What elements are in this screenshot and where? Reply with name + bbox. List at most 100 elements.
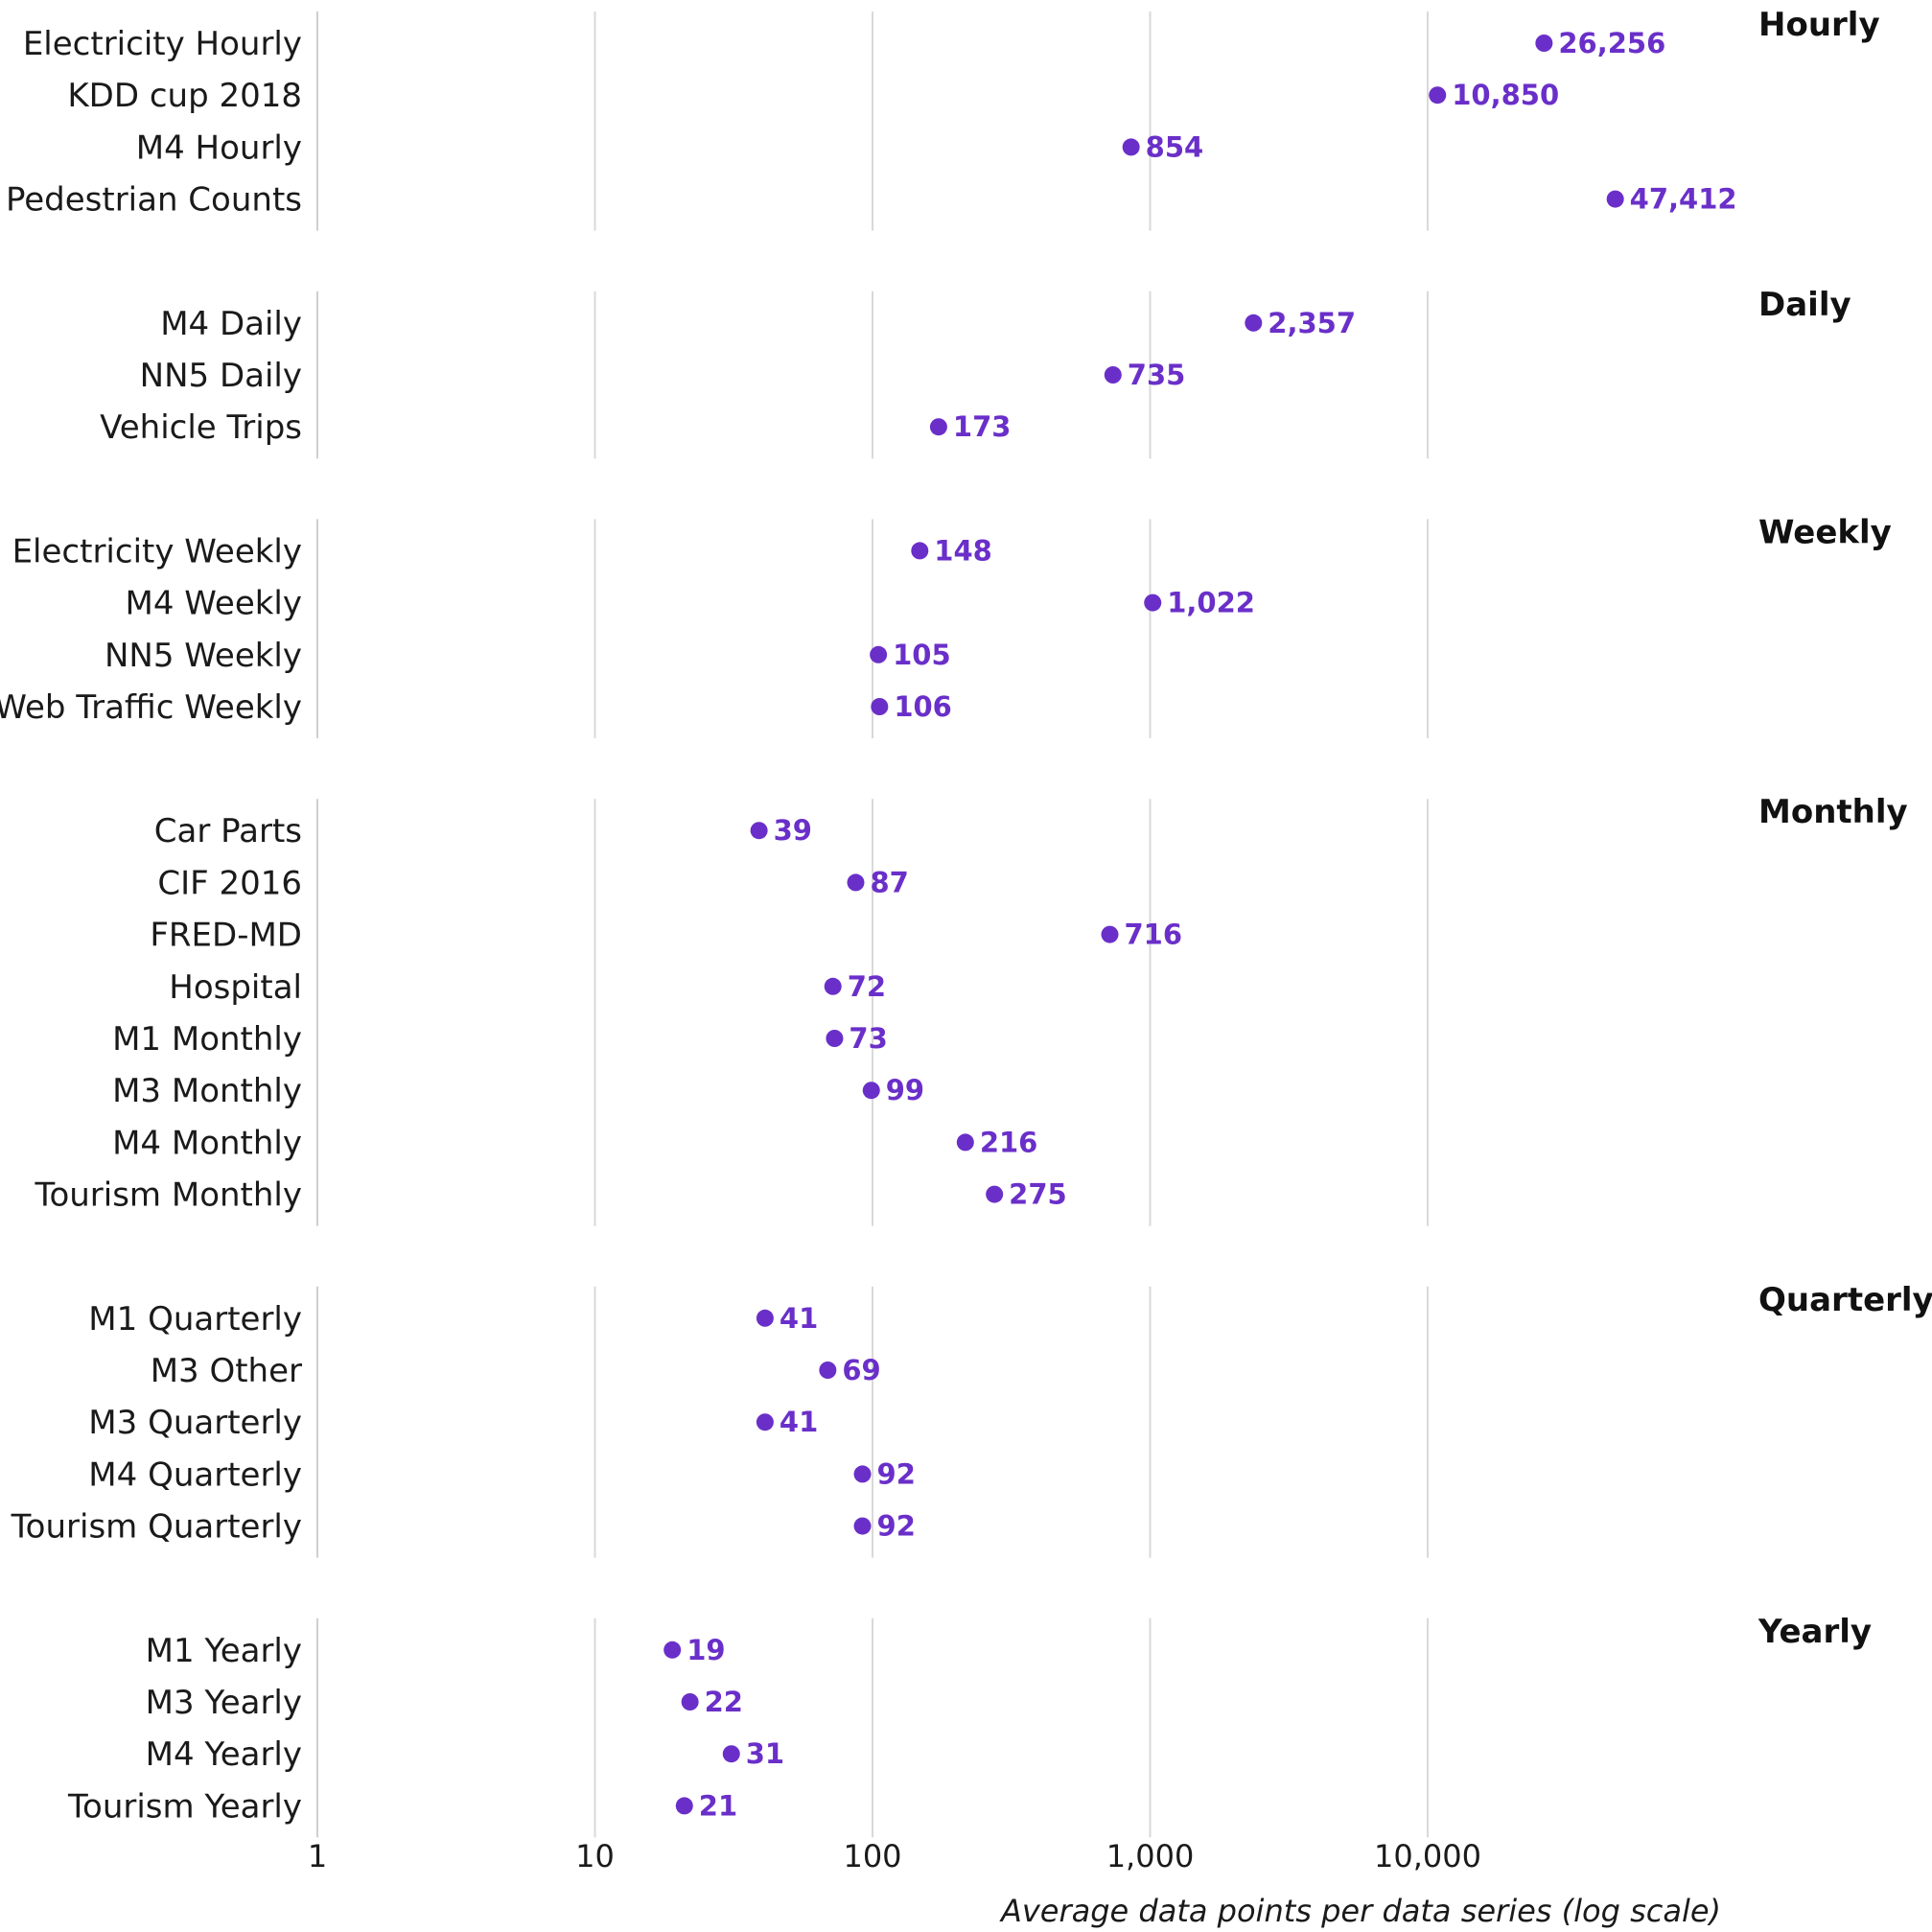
row-label-m3-monthly: M3 Monthly [112,1072,302,1110]
row-label-cif-2016: CIF 2016 [157,864,302,902]
value-label-hospital: 72 [848,970,886,1003]
row-label-web-traffic-weekly: Web Traffic Weekly [0,688,302,727]
data-point-m3-quarterly [756,1413,774,1432]
data-point-electricity-weekly [911,542,929,560]
data-point-m4-quarterly [853,1465,872,1483]
row-label-m3-yearly: M3 Yearly [146,1684,302,1722]
value-label-nn5-weekly: 105 [893,639,951,671]
row-label-fred-md: FRED-MD [150,917,302,955]
row-label-pedestrian-counts: Pedestrian Counts [6,181,302,220]
row-label-m3-quarterly: M3 Quarterly [88,1404,302,1442]
x-tick-label-0: 1 [308,1838,327,1874]
data-point-hospital [824,977,842,995]
row-label-nn5-weekly: NN5 Weekly [105,637,302,675]
value-label-nn5-daily: 735 [1128,359,1186,391]
data-point-nn5-weekly [870,645,888,663]
data-point-kdd-cup-2018 [1429,86,1447,105]
group-title-weekly: Weekly [1758,513,1892,551]
value-label-tourism-monthly: 275 [1009,1178,1067,1211]
row-label-m4-hourly: M4 Hourly [136,128,302,167]
row-label-m1-monthly: M1 Monthly [112,1020,302,1059]
value-label-m3-other: 69 [842,1354,880,1386]
row-label-electricity-weekly: Electricity Weekly [12,532,302,570]
data-point-web-traffic-weekly [871,698,889,715]
row-label-kdd-cup-2018: KDD cup 2018 [67,77,302,115]
row-label-m4-monthly: M4 Monthly [112,1124,302,1162]
data-point-tourism-yearly [675,1797,693,1815]
data-point-vehicle-trips [929,418,947,436]
group-hourly: Hourly Electricity Hourly 26,256 KDD cup 20… [6,6,1880,220]
data-point-electricity-hourly [1535,35,1553,52]
x-tick-label-1: 10 [575,1838,615,1874]
data-point-pedestrian-counts [1606,190,1624,208]
row-label-car-parts: Car Parts [154,812,302,850]
data-point-m4-yearly [722,1745,740,1763]
row-label-tourism-quarterly: Tourism Quarterly [11,1508,302,1547]
row-label-m1-quarterly: M1 Quarterly [88,1300,302,1338]
row-label-vehicle-trips: Vehicle Trips [100,408,302,447]
x-axis: 1 10 100 1,000 10,000 [308,1838,1481,1874]
value-label-vehicle-trips: 173 [953,410,1012,443]
row-label-hospital: Hospital [169,968,302,1007]
value-label-m1-quarterly: 41 [780,1302,818,1335]
value-label-pedestrian-counts: 47,412 [1630,183,1737,216]
data-point-m4-monthly [956,1133,974,1152]
group-daily: Daily M4 Daily 2,357 NN5 Daily 735 Vehicle Tr… [100,286,1851,447]
value-label-kdd-cup-2018: 10,850 [1452,79,1559,111]
value-label-m4-hourly: 854 [1146,130,1204,163]
value-label-cif-2016: 87 [870,866,908,898]
value-label-electricity-weekly: 148 [934,534,992,567]
value-label-m4-monthly: 216 [980,1126,1038,1158]
row-label-m4-daily: M4 Daily [160,305,302,343]
data-point-m1-yearly [663,1641,682,1659]
data-point-fred-md [1101,925,1119,943]
value-label-m4-yearly: 31 [746,1737,784,1770]
data-point-car-parts [750,822,768,840]
group-weekly: Weekly Electricity Weekly 148 M4 Weekly 1,02… [0,513,1892,727]
row-label-tourism-monthly: Tourism Monthly [34,1176,302,1215]
value-label-electricity-hourly: 26,256 [1558,27,1665,59]
value-label-m4-daily: 2,357 [1268,307,1356,339]
row-label-nn5-daily: NN5 Daily [140,357,302,395]
data-point-cif-2016 [847,873,865,892]
group-title-monthly: Monthly [1758,793,1908,831]
row-label-m3-other: M3 Other [151,1352,302,1390]
value-label-tourism-quarterly: 92 [877,1510,916,1543]
x-tick-label-2: 100 [843,1838,901,1874]
value-label-m1-yearly: 19 [687,1634,725,1666]
row-label-electricity-hourly: Electricity Hourly [23,25,302,63]
value-label-m4-quarterly: 92 [877,1457,916,1490]
value-label-m4-weekly: 1,022 [1167,587,1255,619]
data-point-m1-quarterly [756,1309,774,1327]
group-monthly: Monthly Car Parts 39 CIF 2016 87 FRED-MD 716 Ho… [34,793,1907,1214]
value-label-car-parts: 39 [774,814,812,847]
row-label-m4-yearly: M4 Yearly [146,1735,302,1774]
x-tick-label-3: 1,000 [1106,1838,1195,1874]
grid-layer [316,12,1429,1838]
data-point-m1-monthly [826,1030,844,1047]
group-title-hourly: Hourly [1758,6,1880,44]
group-title-daily: Daily [1758,286,1851,324]
data-point-tourism-quarterly [853,1517,872,1535]
row-label-m4-weekly: M4 Weekly [126,585,303,623]
data-point-m3-other [819,1362,837,1379]
x-axis-title: Average data points per data series (log… [999,1893,1721,1929]
data-point-m3-yearly [681,1693,699,1711]
groups-layer: Hourly Electricity Hourly 26,256 KDD cup 20… [0,6,1932,1826]
data-point-m4-daily [1245,314,1263,332]
group-yearly: Yearly M1 Yearly 19 M3 Yearly 22 M4 Yearly 31 T… [67,1613,1872,1827]
data-point-m4-hourly [1122,138,1140,156]
group-title-yearly: Yearly [1757,1613,1872,1651]
value-label-m3-quarterly: 41 [780,1406,818,1438]
data-point-m3-monthly [862,1082,880,1100]
value-label-web-traffic-weekly: 106 [894,690,952,723]
value-label-m1-monthly: 73 [849,1022,887,1055]
value-label-m3-monthly: 99 [886,1074,924,1106]
value-label-fred-md: 716 [1124,919,1182,951]
data-point-nn5-daily [1104,366,1122,384]
group-title-quarterly: Quarterly [1758,1281,1932,1319]
data-point-tourism-monthly [986,1185,1004,1203]
row-label-m1-yearly: M1 Yearly [146,1632,302,1670]
row-label-tourism-yearly: Tourism Yearly [67,1787,302,1826]
x-tick-label-4: 10,000 [1374,1838,1481,1874]
